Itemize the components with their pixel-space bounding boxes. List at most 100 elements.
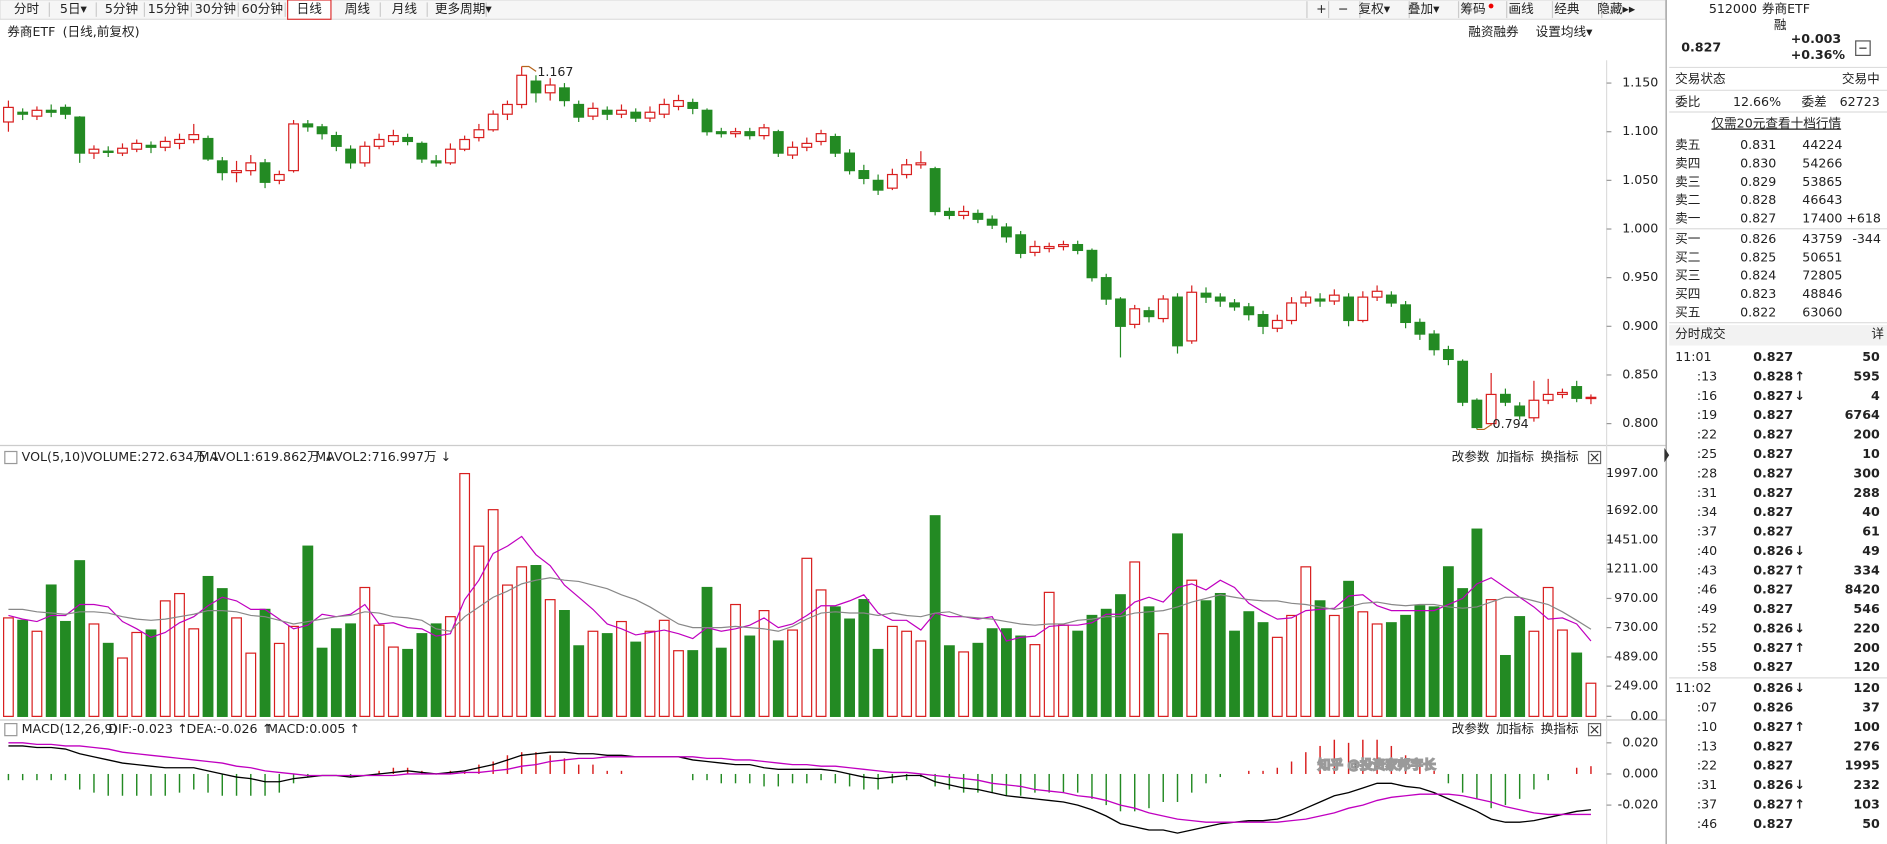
candle-body bbox=[616, 109, 627, 115]
volume-bar bbox=[730, 603, 741, 717]
chart-link[interactable]: 融资融券 bbox=[1468, 24, 1519, 39]
period-tab[interactable]: 5日▾ bbox=[60, 1, 88, 16]
period-tab[interactable]: 日线 bbox=[297, 1, 323, 16]
tool-button[interactable]: 叠加▾ bbox=[1408, 1, 1440, 16]
tool-button[interactable]: 隐藏▸▸ bbox=[1597, 1, 1636, 16]
tool-button[interactable]: + bbox=[1316, 1, 1327, 16]
volume-bar bbox=[1485, 599, 1497, 717]
tick-arrow: ↓ bbox=[1794, 620, 1805, 635]
tick-volume: 200 bbox=[1853, 427, 1880, 442]
volume-bar bbox=[587, 630, 599, 717]
candle-body bbox=[74, 116, 86, 154]
volume-bar bbox=[1000, 628, 1012, 717]
volume-bar bbox=[1414, 605, 1426, 717]
candle-body bbox=[815, 133, 827, 143]
candle-body bbox=[730, 131, 741, 135]
volume-bar bbox=[1428, 606, 1440, 717]
legend-entry: MACD:0.005 ↑ bbox=[267, 721, 360, 736]
volume-bar bbox=[1300, 566, 1312, 717]
candle-body bbox=[516, 74, 528, 106]
candle-body bbox=[1499, 393, 1511, 403]
volume-bar bbox=[1200, 600, 1212, 717]
candle-body bbox=[1457, 360, 1469, 403]
candle-body bbox=[673, 99, 684, 108]
volume-bar bbox=[701, 586, 713, 717]
candle-body bbox=[958, 210, 970, 216]
tool-button[interactable]: 画线 bbox=[1509, 1, 1535, 16]
book-volume: 44224 bbox=[1802, 137, 1842, 152]
candle-body bbox=[302, 123, 314, 128]
candle-body bbox=[1357, 296, 1369, 322]
tool-button[interactable]: − bbox=[1338, 1, 1349, 16]
candle-body bbox=[131, 142, 143, 150]
volume-bar bbox=[473, 545, 485, 717]
candle-body bbox=[502, 103, 513, 115]
period-tab[interactable]: 30分钟 bbox=[195, 1, 236, 16]
candle-body bbox=[259, 162, 271, 183]
tick-time: :52 bbox=[1697, 620, 1717, 635]
tick-time: :19 bbox=[1697, 407, 1717, 422]
ticks-more[interactable]: 详 bbox=[1871, 326, 1884, 341]
chart-link[interactable]: 设置均线▾ bbox=[1536, 24, 1593, 39]
panel-button[interactable]: 改参数 bbox=[1452, 449, 1490, 464]
panel-button[interactable]: 换指标 bbox=[1541, 721, 1579, 736]
period-tab[interactable]: 5分钟 bbox=[105, 1, 138, 16]
panel-button[interactable]: 加指标 bbox=[1496, 721, 1534, 736]
volume-bar bbox=[17, 619, 29, 717]
period-tab[interactable]: 周线 bbox=[345, 1, 371, 16]
volume-bar bbox=[1129, 561, 1141, 717]
candle-body bbox=[1115, 298, 1126, 327]
ratio-value: 12.66% bbox=[1733, 94, 1781, 109]
tick-arrow: ↓ bbox=[1794, 680, 1805, 695]
candle-body bbox=[858, 170, 870, 180]
tick-time: :28 bbox=[1697, 465, 1717, 480]
volume-bar bbox=[1571, 652, 1583, 717]
y-tick-label: 1211.00 bbox=[1606, 561, 1658, 576]
candle-body bbox=[88, 148, 100, 154]
volume-bar bbox=[302, 545, 314, 717]
panel-button[interactable]: 加指标 bbox=[1496, 449, 1534, 464]
period-tab[interactable]: 月线 bbox=[392, 1, 418, 16]
panel-button[interactable]: 换指标 bbox=[1541, 449, 1579, 464]
tool-button[interactable]: 复权▾ bbox=[1359, 1, 1391, 16]
tick-price: 0.827 bbox=[1753, 388, 1793, 403]
candle-body bbox=[102, 150, 114, 153]
tick-arrow: ↓ bbox=[1794, 388, 1805, 403]
tick-volume: 300 bbox=[1853, 465, 1880, 480]
period-tab[interactable]: 60分钟 bbox=[242, 1, 283, 16]
tick-volume: 37 bbox=[1862, 700, 1880, 715]
volume-bar bbox=[744, 635, 756, 717]
tick-time: :46 bbox=[1697, 582, 1717, 597]
indicator-title: MACD(12,26,9) bbox=[22, 721, 118, 736]
volume-bar bbox=[1015, 635, 1027, 717]
candle-body bbox=[644, 111, 656, 119]
promo-link[interactable]: 仅需20元查看十档行情 bbox=[1711, 116, 1841, 131]
period-tab[interactable]: 15分钟 bbox=[148, 1, 189, 16]
tick-time: :31 bbox=[1697, 485, 1717, 500]
y-tick-label: -0.020 bbox=[1618, 797, 1659, 812]
volume-bar bbox=[544, 599, 556, 717]
volume-bar bbox=[1086, 614, 1098, 717]
macd-line bbox=[8, 745, 1592, 834]
period-tab[interactable]: 分时 bbox=[14, 1, 40, 16]
ticks-header-bg bbox=[1669, 325, 1887, 346]
candle-body bbox=[60, 106, 71, 115]
book-price: 0.831 bbox=[1740, 137, 1776, 152]
volume-bar bbox=[601, 633, 613, 717]
candle-body bbox=[801, 142, 813, 148]
candle-body bbox=[231, 170, 242, 174]
tool-button[interactable]: 筹码 bbox=[1460, 1, 1485, 16]
candle-body bbox=[630, 111, 642, 119]
volume-bar bbox=[1143, 606, 1155, 717]
panel-button[interactable]: 改参数 bbox=[1452, 721, 1490, 736]
period-tab[interactable]: 更多周期▾ bbox=[435, 1, 492, 16]
volume-bar bbox=[345, 623, 357, 717]
tick-price: 0.827 bbox=[1753, 738, 1793, 753]
help-icon[interactable] bbox=[4, 722, 18, 737]
candle-body bbox=[273, 173, 285, 181]
help-icon[interactable] bbox=[4, 450, 18, 465]
candle-body bbox=[715, 131, 727, 135]
collapse-handle[interactable] bbox=[1664, 447, 1670, 463]
tool-button[interactable]: 经典 bbox=[1554, 1, 1580, 16]
